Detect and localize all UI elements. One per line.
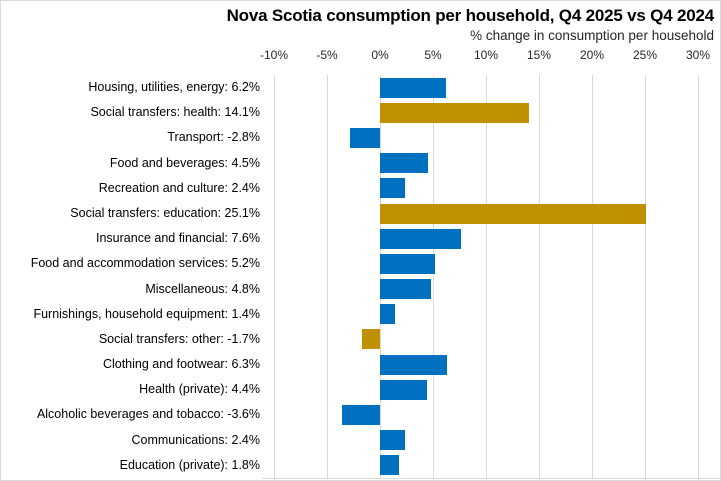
chart-subtitle: % change in consumption per household	[470, 28, 714, 43]
gridline-25%	[644, 75, 646, 478]
category-label: Transport: -2.8%	[167, 130, 260, 145]
gridline--5%	[326, 75, 328, 478]
bar-social-transfers-health	[380, 102, 530, 123]
x-tick-label: 10%	[473, 48, 499, 62]
category-label: Social transfers: education: 25.1%	[70, 205, 260, 220]
category-label: Social transfers: health: 14.1%	[90, 105, 260, 120]
category-label: Miscellaneous: 4.8%	[145, 281, 260, 296]
chart-title: Nova Scotia consumption per household, Q…	[226, 6, 715, 25]
bar-education-private-	[380, 455, 400, 476]
bar-recreation-and-culture	[380, 178, 406, 199]
gridline-0%	[379, 75, 381, 478]
category-label: Insurance and financial: 7.6%	[96, 231, 260, 246]
bar-health-private-	[380, 379, 427, 400]
category-label: Furnishings, household equipment: 1.4%	[33, 306, 260, 321]
plot-area	[262, 75, 720, 479]
gridline-10%	[485, 75, 487, 478]
bar-communications	[380, 430, 406, 451]
bar-alcoholic-beverages-and-tobacco	[341, 405, 380, 426]
x-tick-label: 5%	[424, 48, 442, 62]
bar-miscellaneous	[380, 279, 431, 300]
x-tick-label: -5%	[316, 48, 338, 62]
bar-food-and-beverages	[380, 153, 428, 174]
category-label: Recreation and culture: 2.4%	[98, 180, 260, 195]
category-label: Housing, utilities, energy: 6.2%	[88, 80, 260, 94]
gridline-20%	[591, 75, 593, 478]
bar-food-and-accommodation-services	[380, 253, 436, 274]
x-tick-label: 30%	[685, 48, 711, 62]
bar-insurance-and-financial	[380, 228, 461, 249]
category-label: Alcoholic beverages and tobacco: -3.6%	[36, 407, 260, 422]
category-label: Clothing and footwear: 6.3%	[102, 357, 260, 372]
category-label: Food and accommodation services: 5.2%	[30, 256, 260, 271]
bar-transport	[350, 127, 380, 148]
bar-social-transfers-education	[380, 203, 647, 224]
category-label: Communications: 2.4%	[131, 432, 260, 447]
x-tick-label: -10%	[259, 48, 289, 62]
x-tick-label: 15%	[526, 48, 552, 62]
x-tick-label: 20%	[579, 48, 605, 62]
bar-clothing-and-footwear	[380, 354, 447, 375]
x-axis-line	[262, 478, 720, 479]
bar-social-transfers-other	[361, 329, 380, 350]
gridline--10%	[273, 75, 275, 478]
bar-housing-utilities-energy	[380, 77, 446, 98]
bar-furnishings-household-equipment	[380, 304, 395, 325]
category-label: Health (private): 4.4%	[139, 382, 260, 397]
gridline-15%	[538, 75, 540, 478]
x-tick-label: 0%	[371, 48, 389, 62]
x-tick-label: 25%	[632, 48, 658, 62]
gridline-5%	[432, 75, 434, 478]
category-label: Social transfers: other: -1.7%	[98, 331, 260, 346]
category-label: Education (private): 1.8%	[119, 457, 260, 472]
category-label: Food and beverages: 4.5%	[109, 155, 260, 170]
gridline-30%	[697, 75, 699, 478]
